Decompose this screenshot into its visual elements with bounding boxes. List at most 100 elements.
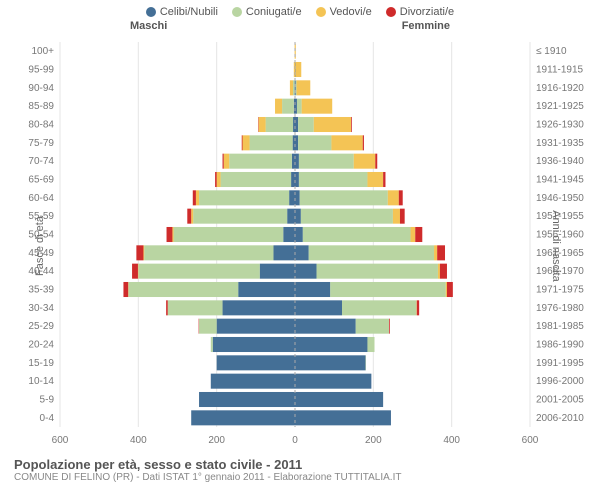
- bar-segment: [295, 245, 309, 260]
- bar-segment: [295, 264, 317, 279]
- bar-segment: [330, 282, 446, 297]
- bar-segment: [295, 117, 298, 132]
- birth-label: 1991-1995: [536, 358, 584, 369]
- bar-segment: [199, 392, 295, 407]
- birth-label: 1926-1930: [536, 120, 584, 131]
- bar-segment: [167, 227, 173, 242]
- legend-item: Coniugati/e: [232, 6, 302, 18]
- bar-segment: [289, 190, 295, 205]
- birth-label: 1976-1980: [536, 303, 584, 314]
- bar-segment: [295, 282, 330, 297]
- bar-segment: [331, 135, 362, 150]
- bar-segment: [123, 282, 128, 297]
- age-label: 75-79: [28, 138, 54, 149]
- bar-segment: [166, 300, 168, 315]
- bar-segment: [229, 154, 292, 169]
- bar-segment: [298, 135, 331, 150]
- bar-segment: [375, 154, 377, 169]
- bar-segment: [295, 374, 371, 389]
- bar-segment: [174, 227, 284, 242]
- bar-segment: [217, 355, 295, 370]
- legend-label: Coniugati/e: [246, 6, 302, 18]
- bar-segment: [259, 117, 266, 132]
- bar-segment: [295, 355, 366, 370]
- bar-segment: [213, 337, 295, 352]
- bar-segment: [132, 264, 138, 279]
- bar-segment: [193, 209, 287, 224]
- bar-segment: [354, 154, 376, 169]
- bar-segment: [299, 154, 354, 169]
- bar-segment: [293, 135, 295, 150]
- bar-segment: [129, 282, 239, 297]
- legend-item: Vedovi/e: [316, 6, 372, 18]
- bar-segment: [295, 154, 299, 169]
- bar-segment: [273, 245, 295, 260]
- birth-label: 1946-1950: [536, 193, 584, 204]
- bar-segment: [295, 135, 298, 150]
- bar-segment: [193, 190, 196, 205]
- bar-segment: [211, 337, 213, 352]
- birth-label: 1941-1945: [536, 175, 584, 186]
- bar-segment: [290, 80, 293, 95]
- header-male: Maschi: [130, 20, 167, 32]
- age-label: 15-19: [28, 358, 54, 369]
- bar-segment: [291, 172, 295, 187]
- birth-label: 2001-2005: [536, 395, 584, 406]
- bar-segment: [143, 245, 144, 260]
- legend-label: Celibi/Nubili: [160, 6, 218, 18]
- birth-label: 1931-1935: [536, 138, 584, 149]
- bar-segment: [295, 227, 303, 242]
- bar-segment: [434, 245, 437, 260]
- bar-segment: [299, 172, 368, 187]
- x-tick-label: 200: [208, 435, 225, 446]
- bar-segment: [317, 264, 438, 279]
- bar-segment: [411, 227, 416, 242]
- bar-segment: [238, 282, 295, 297]
- bar-segment: [295, 209, 301, 224]
- age-label: 20-24: [28, 340, 54, 351]
- legend-swatch: [146, 7, 156, 17]
- birth-label: 1911-1915: [536, 65, 584, 76]
- bar-segment: [295, 62, 301, 77]
- bar-segment: [400, 209, 405, 224]
- birth-label: 1936-1940: [536, 156, 584, 167]
- bar-segment: [438, 264, 440, 279]
- bar-segment: [293, 117, 295, 132]
- birth-label: 1981-1985: [536, 321, 584, 332]
- bar-segment: [293, 80, 295, 95]
- bar-segment: [446, 282, 447, 297]
- bar-segment: [383, 172, 385, 187]
- bar-segment: [388, 190, 399, 205]
- age-label: 100+: [31, 46, 54, 57]
- chart-subtitle: COMUNE DI FELINO (PR) - Dati ISTAT 1° ge…: [14, 472, 586, 483]
- bar-segment: [217, 319, 295, 334]
- bar-segment: [389, 319, 390, 334]
- age-label: 85-89: [28, 101, 54, 112]
- birth-label: 1921-1925: [536, 101, 584, 112]
- legend-swatch: [316, 7, 326, 17]
- legend: Celibi/Nubili Coniugati/e Vedovi/e Divorzia…: [0, 0, 600, 20]
- age-label: 90-94: [28, 83, 54, 94]
- bar-segment: [223, 154, 224, 169]
- bar-segment: [296, 80, 297, 95]
- bar-segment: [287, 209, 295, 224]
- bar-segment: [440, 264, 447, 279]
- bar-segment: [297, 99, 302, 114]
- bar-segment: [172, 227, 173, 242]
- legend-item: Divorziati/e: [386, 6, 454, 18]
- y-axis-label-left: Fasce di età: [34, 216, 46, 276]
- chart-title: Popolazione per età, sesso e stato civil…: [14, 457, 586, 472]
- bar-segment: [301, 209, 393, 224]
- legend-swatch: [232, 7, 242, 17]
- x-tick-label: 200: [365, 435, 382, 446]
- bar-segment: [363, 135, 364, 150]
- bar-segment: [250, 135, 293, 150]
- bar-segment: [309, 245, 434, 260]
- bar-segment: [282, 99, 294, 114]
- birth-label: 1996-2000: [536, 376, 584, 387]
- bar-segment: [196, 190, 199, 205]
- bar-segment: [294, 99, 295, 114]
- bar-segment: [295, 80, 296, 95]
- bar-segment: [191, 410, 295, 425]
- bar-segment: [300, 190, 388, 205]
